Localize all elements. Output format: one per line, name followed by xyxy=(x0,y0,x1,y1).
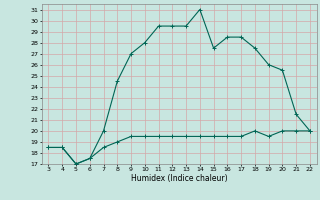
X-axis label: Humidex (Indice chaleur): Humidex (Indice chaleur) xyxy=(131,174,228,183)
